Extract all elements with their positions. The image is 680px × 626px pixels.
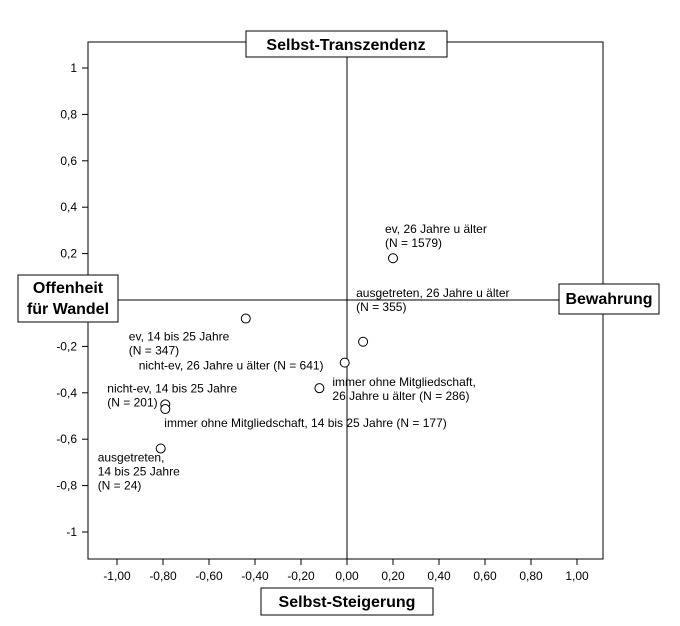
data-point <box>315 384 324 393</box>
data-point <box>340 358 349 367</box>
x-tick-label: -0,80 <box>149 569 177 583</box>
y-tick-label: 1 <box>70 61 77 75</box>
point-label: immer ohne Mitgliedschaft, <box>332 375 475 389</box>
point-label: ev, 26 Jahre u älter <box>385 222 487 236</box>
point-label: immer ohne Mitgliedschaft, 14 bis 25 Jah… <box>164 416 446 430</box>
y-tick-label: -1 <box>66 525 77 539</box>
pole-label-left: Offenheit für Wandel <box>18 275 118 322</box>
point-label: ausgetreten, 26 Jahre u älter <box>356 286 509 300</box>
y-tick-label: -0,6 <box>56 432 77 446</box>
y-tick-label: 0,2 <box>60 247 77 261</box>
x-tick-label: 0,20 <box>381 569 405 583</box>
pole-label-bottom-text: Selbst-Steigerung <box>279 594 416 611</box>
scatter-chart: -1,00 -0,80 -0,60 -0,40 -0,20 0,00 0,20 0,40 0,6… <box>0 0 680 626</box>
x-tick-label: 0,40 <box>427 569 451 583</box>
point-label: (N = 1579) <box>385 236 442 250</box>
x-tick-label: -0,40 <box>241 569 269 583</box>
point-label: 26 Jahre u älter (N = 286) <box>332 389 469 403</box>
x-tick-label: -0,20 <box>287 569 315 583</box>
x-tick-label: -0,60 <box>195 569 223 583</box>
x-tick-label: 0,00 <box>335 569 359 583</box>
x-tick-label: 0,80 <box>519 569 543 583</box>
pole-label-right: Bewahrung <box>559 284 659 314</box>
y-tick-label: -0,4 <box>56 386 77 400</box>
data-points: ev, 26 Jahre u älter(N = 1579) ev, 14 bis… <box>98 222 510 492</box>
data-point <box>389 254 398 263</box>
pole-label-right-text: Bewahrung <box>565 291 652 308</box>
y-tick-label: -0,8 <box>56 479 77 493</box>
y-tick-label: 0,4 <box>60 200 77 214</box>
data-point <box>161 405 170 414</box>
x-tick-label: 1,00 <box>565 569 589 583</box>
point-label: ausgetreten, <box>98 450 165 464</box>
data-point <box>241 314 250 323</box>
x-tick-label: -1,00 <box>103 569 131 583</box>
y-tick-label: 0,6 <box>60 154 77 168</box>
y-tick-label: -0,2 <box>56 339 77 353</box>
x-axis-ticks: -1,00 -0,80 -0,60 -0,40 -0,20 0,00 0,20 0,40 0,6… <box>103 559 589 583</box>
point-label: (N = 355) <box>356 300 406 314</box>
point-label: (N = 24) <box>98 478 142 492</box>
point-label: nicht-ev, 26 Jahre u älter (N = 641) <box>139 359 324 373</box>
y-tick-label: 0,8 <box>60 107 77 121</box>
point-label: 14 bis 25 Jahre <box>98 464 180 478</box>
pole-label-top-text: Selbst-Transzendenz <box>266 37 425 54</box>
pole-label-bottom: Selbst-Steigerung <box>261 588 433 615</box>
pole-label-left-line1: Offenheit <box>33 280 104 297</box>
pole-label-top: Selbst-Transzendenz <box>246 31 447 57</box>
pole-label-left-line2: für Wandel <box>27 301 109 318</box>
data-point <box>359 337 368 346</box>
x-tick-label: 0,60 <box>473 569 497 583</box>
point-label: (N = 347) <box>129 344 179 358</box>
point-label: nicht-ev, 14 bis 25 Jahre <box>107 381 237 395</box>
point-label: (N = 201) <box>107 395 157 409</box>
point-label: ev, 14 bis 25 Jahre <box>129 330 230 344</box>
